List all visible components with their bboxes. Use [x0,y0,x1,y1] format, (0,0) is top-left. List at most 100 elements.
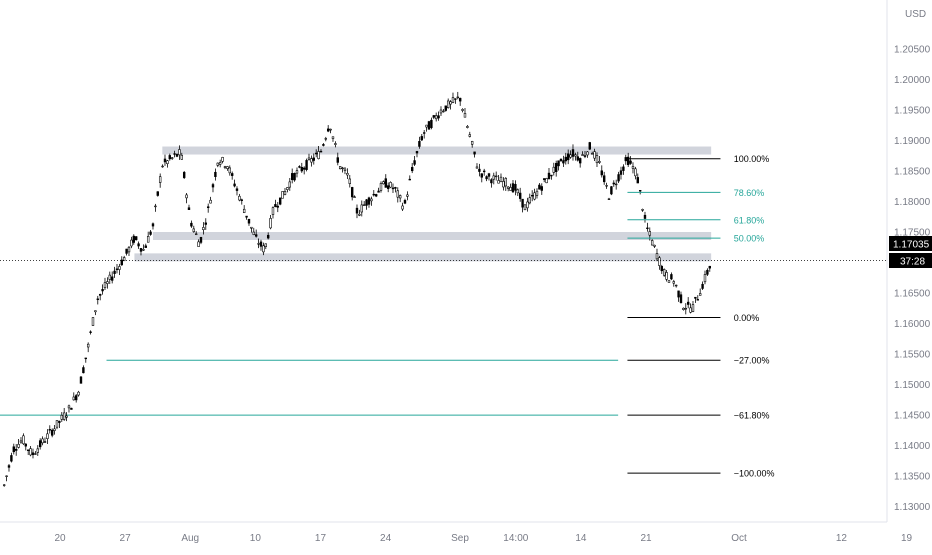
candle-290 [698,288,702,296]
candle-229 [552,162,555,176]
candle-46 [113,266,116,278]
zone-0 [162,146,712,155]
candle-34 [84,357,87,363]
candle-264 [636,173,639,184]
price-tick-label: 1.19500 [894,105,931,116]
price-tick-label: 1.14500 [894,411,931,422]
candle-245 [590,151,594,155]
candle-107 [259,239,263,251]
candle-273 [658,255,661,270]
candle-181 [437,111,440,121]
candle-260 [626,152,630,167]
candle-193 [466,124,469,129]
candle-73 [178,145,181,160]
price-axis[interactable]: 1.20500 1.20000 1.19500 1.19000 1.18500 1.180… [894,44,931,513]
candle-80 [194,231,198,236]
candle-128 [310,155,313,167]
candle-57 [139,248,143,256]
candle-56 [137,241,140,249]
candle-276 [665,270,668,282]
candle-64 [156,191,159,197]
candle-282 [679,291,683,304]
candle-292 [703,270,707,285]
candle-209 [504,177,507,191]
candle-196 [473,151,476,158]
candle-29 [72,392,75,401]
candle-37 [91,317,95,326]
candle-30 [74,394,78,403]
fib-label-5: −27.00% [734,356,770,366]
time-tick-label: 27 [120,533,132,544]
candle-86 [209,196,212,204]
candle-247 [595,152,599,167]
candle-291 [701,281,704,290]
candle-132 [319,149,323,153]
candle-60 [146,231,150,243]
candle-99 [240,198,243,205]
candle-146 [353,195,356,198]
candle-284 [684,303,687,315]
candle-183 [442,109,445,113]
candle-238 [574,152,577,161]
candle-203 [490,178,493,188]
candle-180 [434,112,438,122]
candle-194 [468,131,471,138]
candle-191 [461,108,464,113]
candle-123 [298,165,301,169]
candle-216 [521,198,524,213]
fib-label-4: 0.00% [734,313,760,323]
candle-5 [14,444,18,456]
time-axis[interactable]: 20 27 Aug 10 17 24 Sep 14:00 14 21 Oct 12 19 [54,533,912,544]
time-tick-label: 14:00 [503,533,528,544]
candle-192 [463,108,467,118]
candle-268 [646,222,649,232]
candle-168 [406,191,409,201]
candle-53 [130,236,133,249]
candle-54 [132,234,135,245]
fib-label-1: 78.60% [734,188,765,198]
candle-83 [202,222,205,235]
candle-197 [475,163,479,169]
candle-101 [245,215,248,220]
candle-278 [670,272,673,281]
candle-131 [317,146,320,160]
candle-253 [610,186,613,196]
candle-220 [530,190,534,202]
candle-124 [300,162,303,173]
candle-187 [451,92,455,104]
candle-138 [334,141,337,148]
candle-159 [384,174,387,188]
candle-231 [557,160,560,171]
candle-28 [70,407,73,410]
candle-115 [278,197,282,206]
candle-129 [312,153,315,165]
candle-96 [233,179,236,188]
candle-211 [509,183,512,191]
fibonacci-levels: 100.00% 78.60% 61.80% 50.00% 0.00% −27.00% −61… [627,154,775,479]
resistance-support-zones [134,146,712,262]
candlesticks [2,91,711,487]
candle-12 [31,448,35,459]
candle-24 [60,412,63,422]
candle-222 [535,188,539,199]
candle-186 [449,100,452,110]
candle-62 [151,222,155,230]
candle-87 [211,182,215,193]
candle-6 [17,439,20,449]
candle-261 [629,156,632,165]
candle-236 [569,150,572,159]
candle-105 [254,229,258,238]
candle-26 [65,412,68,422]
candle-162 [391,183,395,194]
candle-161 [389,181,392,189]
candle-148 [358,209,361,217]
fib-label-2: 61.80% [734,215,765,225]
fib-label-6: −61.80% [734,411,770,421]
candle-210 [506,186,510,192]
candle-58 [142,244,145,251]
candle-39 [96,295,99,305]
price-tick-label: 1.17500 [894,228,931,239]
candle-9 [24,443,27,451]
